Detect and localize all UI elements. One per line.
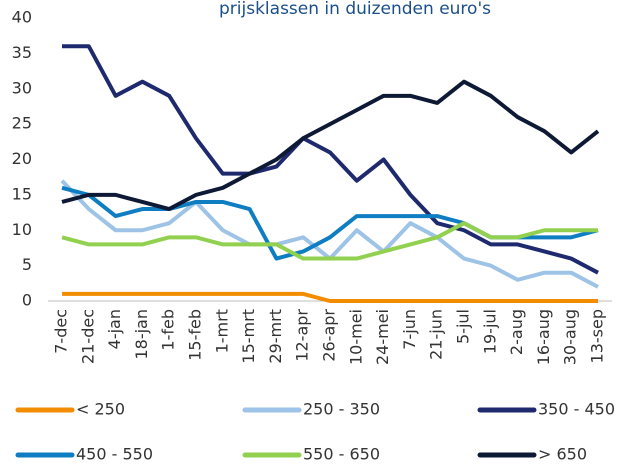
x-tick-label: 7-dec xyxy=(52,309,71,354)
x-tick-label: 15-feb xyxy=(186,309,205,361)
x-tick-label: 10-mei xyxy=(346,309,365,365)
y-tick-label: 35 xyxy=(12,43,32,62)
y-tick-label: 30 xyxy=(12,78,32,97)
chart-title: prijsklassen in duizenden euro's xyxy=(219,0,491,19)
series-line xyxy=(62,44,599,275)
legend-label: 250 - 350 xyxy=(303,400,380,419)
y-tick-label: 15 xyxy=(12,184,32,203)
series-line xyxy=(62,291,598,303)
x-tick-label: 15-mrt xyxy=(239,309,258,364)
x-tick-label: 19-jul xyxy=(480,309,499,354)
legend-label: > 650 xyxy=(538,445,587,464)
y-tick-label: 5 xyxy=(22,255,32,274)
x-tick-label: 5-jul xyxy=(454,309,473,344)
x-tick-label: 21-dec xyxy=(78,309,97,364)
y-tick-label: 40 xyxy=(12,8,32,27)
x-tick-label: 16-aug xyxy=(534,309,553,365)
x-tick-label: 13-sep xyxy=(588,309,607,363)
y-tick-label: 10 xyxy=(12,220,32,239)
x-tick-label: 7-jun xyxy=(400,309,419,350)
legend-label: 350 - 450 xyxy=(538,400,615,419)
x-tick-label: 2-aug xyxy=(507,309,526,355)
series-line xyxy=(60,179,599,289)
y-tick-label: 0 xyxy=(22,291,32,310)
x-tick-label: 21-jun xyxy=(427,309,446,360)
x-tick-label: 29-mrt xyxy=(266,309,285,364)
x-tick-label: 26-apr xyxy=(320,309,339,362)
y-tick-label: 25 xyxy=(12,114,32,133)
x-tick-label: 1-mrt xyxy=(212,309,231,353)
series-line xyxy=(61,185,599,261)
x-tick-label: 30-aug xyxy=(561,309,580,365)
x-tick-label: 12-apr xyxy=(293,309,312,362)
series-line xyxy=(61,79,600,212)
legend-label: 550 - 650 xyxy=(303,445,380,464)
x-tick-label: 18-jan xyxy=(132,309,151,360)
x-tick-label: 24-mei xyxy=(373,309,392,365)
legend-label: < 250 xyxy=(76,400,125,419)
series-line xyxy=(61,221,598,261)
y-tick-label: 20 xyxy=(12,149,32,168)
x-tick-label: 4-jan xyxy=(105,309,124,349)
x-tick-label: 1-feb xyxy=(159,309,178,351)
legend-label: 450 - 550 xyxy=(76,445,153,464)
